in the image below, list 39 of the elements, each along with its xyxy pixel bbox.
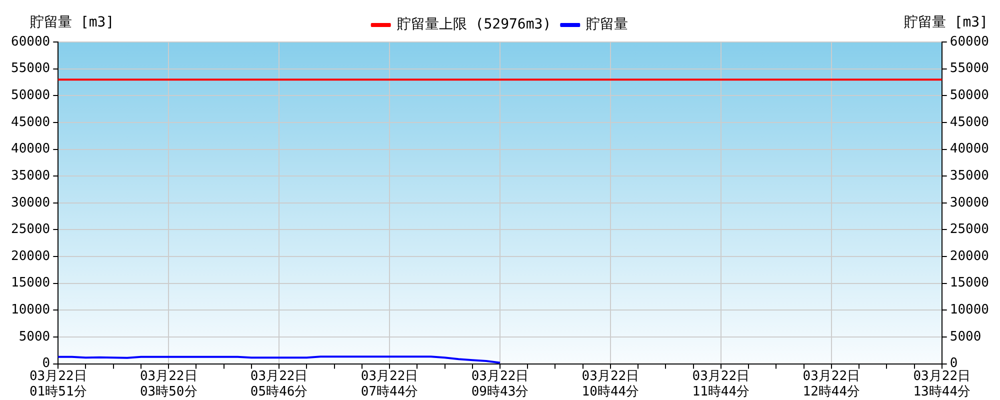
x-tick-label: 03月22日 07時44分 xyxy=(360,368,418,400)
y-tick-label: 55000 xyxy=(10,61,50,76)
y2-tick-label: 55000 xyxy=(950,61,990,76)
x-tick-label: 03月22日 10時44分 xyxy=(582,368,640,400)
legend-label: 貯留量上限 (52976m3) xyxy=(396,16,552,33)
y2-tick-label: 10000 xyxy=(950,302,990,318)
y-axis-title: 貯留量 [m3] xyxy=(30,14,114,31)
x-tick-label: 03月22日 12時44分 xyxy=(802,368,860,400)
y-tick-label: 50000 xyxy=(10,88,50,104)
y2-tick-label: 15000 xyxy=(950,276,990,291)
y2-tick-label: 25000 xyxy=(950,222,990,238)
y2-tick-label: 5000 xyxy=(950,329,982,344)
y-tick-label: 60000 xyxy=(10,34,50,50)
y2-axis-title: 貯留量 [m3] xyxy=(904,14,988,31)
y2-tick-label: 35000 xyxy=(950,168,990,184)
x-tick-label: 03月22日 05時46分 xyxy=(250,368,308,400)
y2-tick-label: 50000 xyxy=(950,88,990,104)
y-tick-label: 0 xyxy=(42,356,50,372)
y-tick-label: 15000 xyxy=(10,276,50,291)
y-tick-label: 35000 xyxy=(10,168,50,184)
y-tick-label: 5000 xyxy=(18,329,50,344)
y2-tick-label: 45000 xyxy=(950,114,990,130)
y-tick-label: 10000 xyxy=(10,302,50,318)
y2-tick-label: 20000 xyxy=(950,248,990,264)
y-tick-label: 45000 xyxy=(10,114,50,130)
y2-tick-label: 30000 xyxy=(950,195,990,210)
x-tick-label: 03月22日 03時50分 xyxy=(140,368,198,400)
legend-label: 貯留量 xyxy=(586,16,628,33)
y-tick-label: 25000 xyxy=(10,222,50,238)
x-tick-label: 03月22日 13時44分 xyxy=(913,368,971,400)
x-tick-label: 03月22日 09時43分 xyxy=(471,368,529,400)
y2-tick-label: 60000 xyxy=(950,34,990,50)
y-tick-label: 30000 xyxy=(10,195,50,210)
y2-tick-label: 40000 xyxy=(950,142,990,157)
y2-tick-label: 0 xyxy=(950,356,958,372)
x-tick-label: 03月22日 01時51分 xyxy=(29,368,87,400)
x-tick-label: 03月22日 11時44分 xyxy=(692,368,750,400)
y-tick-label: 20000 xyxy=(10,248,50,264)
y-tick-label: 40000 xyxy=(10,142,50,157)
